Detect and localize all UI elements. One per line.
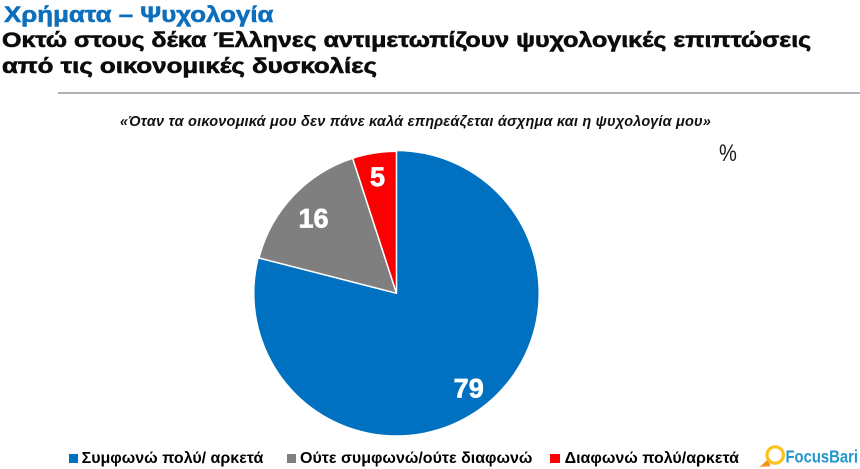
svg-text:5: 5 [370, 162, 385, 192]
svg-text:79: 79 [454, 373, 484, 403]
svg-text:FocusBari: FocusBari [786, 447, 859, 467]
svg-text:16: 16 [298, 203, 328, 233]
